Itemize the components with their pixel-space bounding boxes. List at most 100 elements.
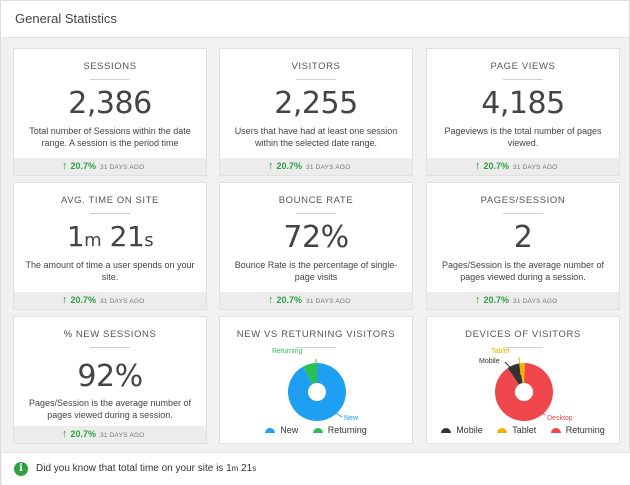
stat-value: 2 (513, 220, 533, 255)
stat-change: 20.7% (483, 161, 510, 171)
arrow-up-icon: ↑ (268, 294, 274, 306)
stat-value: 1m 21s (66, 220, 154, 253)
card-title: % NEW SESSIONS (63, 329, 157, 340)
arrow-up-icon: ↑ (62, 294, 68, 306)
stat-value: 2,386 (68, 86, 152, 121)
devices-card: DEVICES OF VISITORS Tablet Mobile Deskto… (426, 316, 620, 444)
stat-change: 20.7% (70, 161, 97, 171)
stat-value: 72% (283, 220, 349, 255)
legend-item-returning[interactable]: Returning (550, 425, 605, 435)
stat-period: 31 DAYS AGO (513, 298, 558, 305)
title-divider (296, 79, 336, 80)
title-divider (503, 347, 543, 348)
card-title: NEW VS RETURNING VISITORS (236, 329, 396, 340)
chart-legend: Mobile Tablet Returning (427, 425, 619, 435)
info-icon: i (14, 462, 28, 476)
stat-period: 31 DAYS AGO (100, 298, 145, 305)
legend-swatch-tablet (497, 428, 508, 434)
stat-description: Bounce Rate is the percentage of single-… (234, 260, 398, 282)
arrow-up-icon: ↑ (475, 294, 481, 306)
legend-swatch-mobile (441, 428, 452, 434)
devices-pie: Tablet Mobile Desktop (479, 348, 573, 422)
new-sessions-card: % NEW SESSIONS 92% Pages/Session is the … (13, 316, 207, 444)
arrow-up-icon: ↑ (62, 428, 68, 440)
title-divider (296, 347, 336, 348)
stat-value: 4,185 (481, 86, 565, 121)
slice-label-new: New (344, 415, 359, 422)
card-title: PAGE VIEWS (490, 61, 556, 72)
tip-bar: i Did you know that total time on your s… (2, 452, 630, 485)
sessions-card: SESSIONS 2,386 Total number of Sessions … (13, 48, 207, 176)
stat-description: Pages/Session is the average number of p… (28, 398, 192, 420)
stat-period: 31 DAYS AGO (306, 298, 351, 305)
stat-description: Pageviews is the total number of pages v… (444, 126, 602, 148)
stat-footer: ↑ 20.7% 31 DAYS AGO (14, 292, 206, 309)
pie-slices (495, 363, 553, 421)
legend-item-new[interactable]: New (265, 425, 298, 435)
avg-time-card: AVG. TIME ON SITE 1m 21s The amount of t… (13, 182, 207, 310)
stat-footer: ↑ 20.7% 31 DAYS AGO (427, 158, 619, 175)
leader-line-new (319, 402, 343, 418)
stat-description: The amount of time a user spends on your… (25, 260, 195, 282)
stat-change: 20.7% (276, 161, 303, 171)
stat-description: Total number of Sessions within the date… (29, 126, 191, 148)
card-title: SESSIONS (83, 61, 137, 72)
stat-footer: ↑ 20.7% 31 DAYS AGO (220, 292, 412, 309)
legend-swatch-returning (312, 428, 323, 434)
title-divider (503, 79, 543, 80)
arrow-up-icon: ↑ (475, 160, 481, 172)
title-divider (90, 79, 130, 80)
stat-period: 31 DAYS AGO (306, 164, 351, 171)
stat-value: 2,255 (274, 86, 358, 121)
legend-swatch-desktop (550, 428, 561, 434)
title-divider (296, 213, 336, 214)
stat-footer: ↑ 20.7% 31 DAYS AGO (14, 426, 206, 443)
stat-period: 31 DAYS AGO (513, 164, 558, 171)
legend-swatch-new (265, 428, 276, 434)
bounce-rate-card: BOUNCE RATE 72% Bounce Rate is the perce… (219, 182, 413, 310)
chart-legend: New Returning (220, 425, 412, 435)
pages-session-card: PAGES/SESSION 2 Pages/Session is the ave… (426, 182, 620, 310)
slice-label-tablet: Tablet (491, 348, 510, 355)
leader-line-tablet (518, 356, 522, 376)
stat-period: 31 DAYS AGO (100, 164, 145, 171)
arrow-up-icon: ↑ (268, 160, 274, 172)
stat-footer: ↑ 20.7% 31 DAYS AGO (14, 158, 206, 175)
slice-label-mobile: Mobile (479, 358, 500, 365)
leader-line-mobile (504, 361, 520, 378)
card-title: DEVICES OF VISITORS (465, 329, 581, 340)
slice-label-desktop: Desktop (547, 415, 573, 422)
leader-line-desktop (526, 402, 546, 416)
donut-hole (515, 383, 533, 401)
stat-description: Pages/Session is the average number of p… (441, 260, 605, 282)
stat-period: 31 DAYS AGO (100, 432, 145, 439)
donut-hole (308, 383, 326, 401)
stat-change: 20.7% (70, 429, 97, 439)
stat-footer: ↑ 20.7% 31 DAYS AGO (220, 158, 412, 175)
panel-title: General Statistics (1, 1, 629, 38)
stat-change: 20.7% (276, 295, 303, 305)
title-divider (503, 213, 543, 214)
card-title: AVG. TIME ON SITE (60, 195, 159, 206)
legend-item-returning[interactable]: Returning (312, 425, 367, 435)
stat-change: 20.7% (70, 295, 97, 305)
stat-description: Users that have had at least one session… (234, 126, 398, 148)
page-views-card: PAGE VIEWS 4,185 Pageviews is the total … (426, 48, 620, 176)
legend-item-mobile[interactable]: Mobile (441, 425, 483, 435)
card-title: VISITORS (291, 61, 341, 72)
legend-item-tablet[interactable]: Tablet (497, 425, 536, 435)
arrow-up-icon: ↑ (62, 160, 68, 172)
new-vs-returning-card: NEW VS RETURNING VISITORS Returning New … (219, 316, 413, 444)
card-title: BOUNCE RATE (278, 195, 354, 206)
tip-text: Did you know that total time on your sit… (36, 463, 257, 474)
card-title: PAGES/SESSION (480, 195, 566, 206)
new-vs-returning-pie: Returning New (272, 348, 359, 422)
stat-footer: ↑ 20.7% 31 DAYS AGO (427, 292, 619, 309)
title-divider (90, 347, 130, 348)
visitors-card: VISITORS 2,255 Users that have had at le… (219, 48, 413, 176)
pie-slices (288, 363, 346, 421)
stat-change: 20.7% (483, 295, 510, 305)
title-divider (90, 213, 130, 214)
stat-value: 92% (77, 359, 143, 394)
